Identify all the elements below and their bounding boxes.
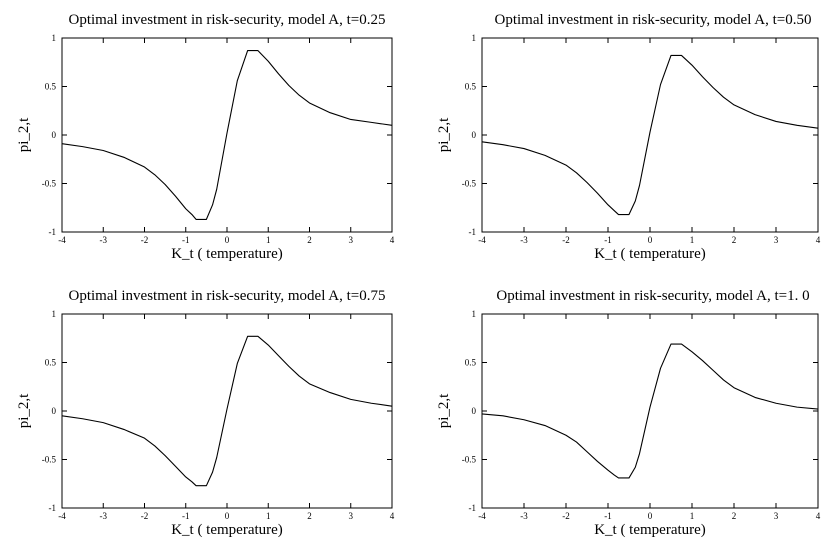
chart-4-y-tick-label: 0.5 (465, 358, 477, 368)
chart-1-x-tick-label: 0 (225, 235, 230, 245)
chart-3-y-axis-label: pi_2,t (16, 393, 32, 428)
chart-3: Optimal investment in risk-security, mod… (16, 288, 395, 538)
chart-3-y-tick-label: -1 (49, 503, 57, 513)
chart-4-x-tick-label: -3 (520, 511, 528, 521)
chart-1-x-tick-label: 1 (266, 235, 271, 245)
chart-3-x-tick-label: 3 (349, 511, 354, 521)
chart-2-y-tick-label: -1 (469, 227, 477, 237)
chart-2-x-tick-label: -1 (604, 235, 612, 245)
chart-1-x-tick-label: 2 (307, 235, 312, 245)
chart-2-x-tick-label: 1 (690, 235, 695, 245)
chart-1-y-tick-label: -0.5 (42, 179, 57, 189)
chart-1-x-tick-label: -4 (58, 235, 66, 245)
chart-3-y-tick-label: 1 (52, 309, 57, 319)
chart-4-x-tick-label: -1 (604, 511, 612, 521)
chart-3-title: Optimal investment in risk-security, mod… (68, 288, 385, 304)
chart-2-y-tick-label: 1 (472, 33, 477, 43)
chart-4-x-tick-label: 3 (774, 511, 779, 521)
chart-1-x-tick-label: -2 (141, 235, 149, 245)
chart-3-x-tick-label: 0 (225, 511, 230, 521)
chart-1-y-tick-label: -1 (49, 227, 57, 237)
chart-4: Optimal investment in risk-security, mod… (436, 288, 821, 538)
chart-4-plot-frame (481, 313, 819, 509)
chart-1-y-axis-label: pi_2,t (16, 117, 32, 152)
chart-2: Optimal investment in risk-security, mod… (436, 12, 821, 262)
chart-3-x-tick-label: -4 (58, 511, 66, 521)
chart-3-x-tick-label: 2 (307, 511, 312, 521)
chart-1-title: Optimal investment in risk-security, mod… (68, 12, 385, 28)
chart-1: Optimal investment in risk-security, mod… (16, 12, 395, 262)
chart-4-x-tick-label: 4 (816, 511, 821, 521)
chart-2-x-axis-label: K_t ( temperature) (594, 246, 706, 262)
chart-4-y-tick-label: 1 (472, 309, 477, 319)
chart-2-y-tick-label: 0.5 (465, 82, 477, 92)
chart-4-series-line-1 (481, 343, 819, 479)
chart-2-x-tick-label: -2 (562, 235, 570, 245)
chart-4-x-tick-label: 0 (648, 511, 653, 521)
chart-4-y-tick-label: 0 (472, 406, 477, 416)
chart-4-x-tick-label: -2 (562, 511, 570, 521)
chart-2-title: Optimal investment in risk-security, mod… (494, 12, 811, 28)
chart-1-x-tick-label: -3 (100, 235, 108, 245)
chart-4-x-tick-label: 2 (732, 511, 737, 521)
chart-2-x-tick-label: 2 (732, 235, 737, 245)
chart-3-y-tick-label: 0 (52, 406, 57, 416)
chart-3-y-tick-label: 0.5 (45, 358, 57, 368)
chart-1-x-tick-label: -1 (182, 235, 190, 245)
chart-3-x-tick-label: -3 (100, 511, 108, 521)
chart-3-x-tick-label: 4 (390, 511, 395, 521)
chart-4-x-axis-label: K_t ( temperature) (594, 522, 706, 538)
chart-1-y-tick-label: 0.5 (45, 82, 57, 92)
chart-3-series-line-1 (61, 335, 393, 487)
chart-4-y-tick-label: -1 (469, 503, 477, 513)
chart-2-x-tick-label: 4 (816, 235, 821, 245)
chart-3-y-tick-label: -0.5 (42, 455, 57, 465)
chart-2-x-tick-label: 0 (648, 235, 653, 245)
chart-2-x-tick-label: 3 (774, 235, 779, 245)
chart-1-y-tick-label: 0 (52, 130, 57, 140)
chart-1-x-axis-label: K_t ( temperature) (171, 246, 283, 262)
chart-4-y-axis-label: pi_2,t (436, 393, 452, 428)
chart-3-x-tick-label: 1 (266, 511, 271, 521)
chart-1-series-line-1 (61, 50, 393, 220)
chart-3-x-axis-label: K_t ( temperature) (171, 522, 283, 538)
chart-2-y-tick-label: 0 (472, 130, 477, 140)
chart-2-x-tick-label: -3 (520, 235, 528, 245)
chart-2-plot-frame (481, 37, 819, 233)
chart-2-y-tick-label: -0.5 (462, 179, 477, 189)
chart-2-y-axis-label: pi_2,t (436, 117, 452, 152)
chart-2-series-line-1 (481, 54, 819, 216)
chart-3-x-tick-label: -1 (182, 511, 190, 521)
chart-4-x-tick-label: -4 (478, 511, 486, 521)
chart-4-x-tick-label: 1 (690, 511, 695, 521)
chart-2-x-tick-label: -4 (478, 235, 486, 245)
chart-1-x-tick-label: 4 (390, 235, 395, 245)
chart-3-x-tick-label: -2 (141, 511, 149, 521)
chart-4-title: Optimal investment in risk-security, mod… (496, 288, 809, 304)
chart-4-y-tick-label: -0.5 (462, 455, 477, 465)
chart-1-x-tick-label: 3 (349, 235, 354, 245)
chart-1-y-tick-label: 1 (52, 33, 57, 43)
